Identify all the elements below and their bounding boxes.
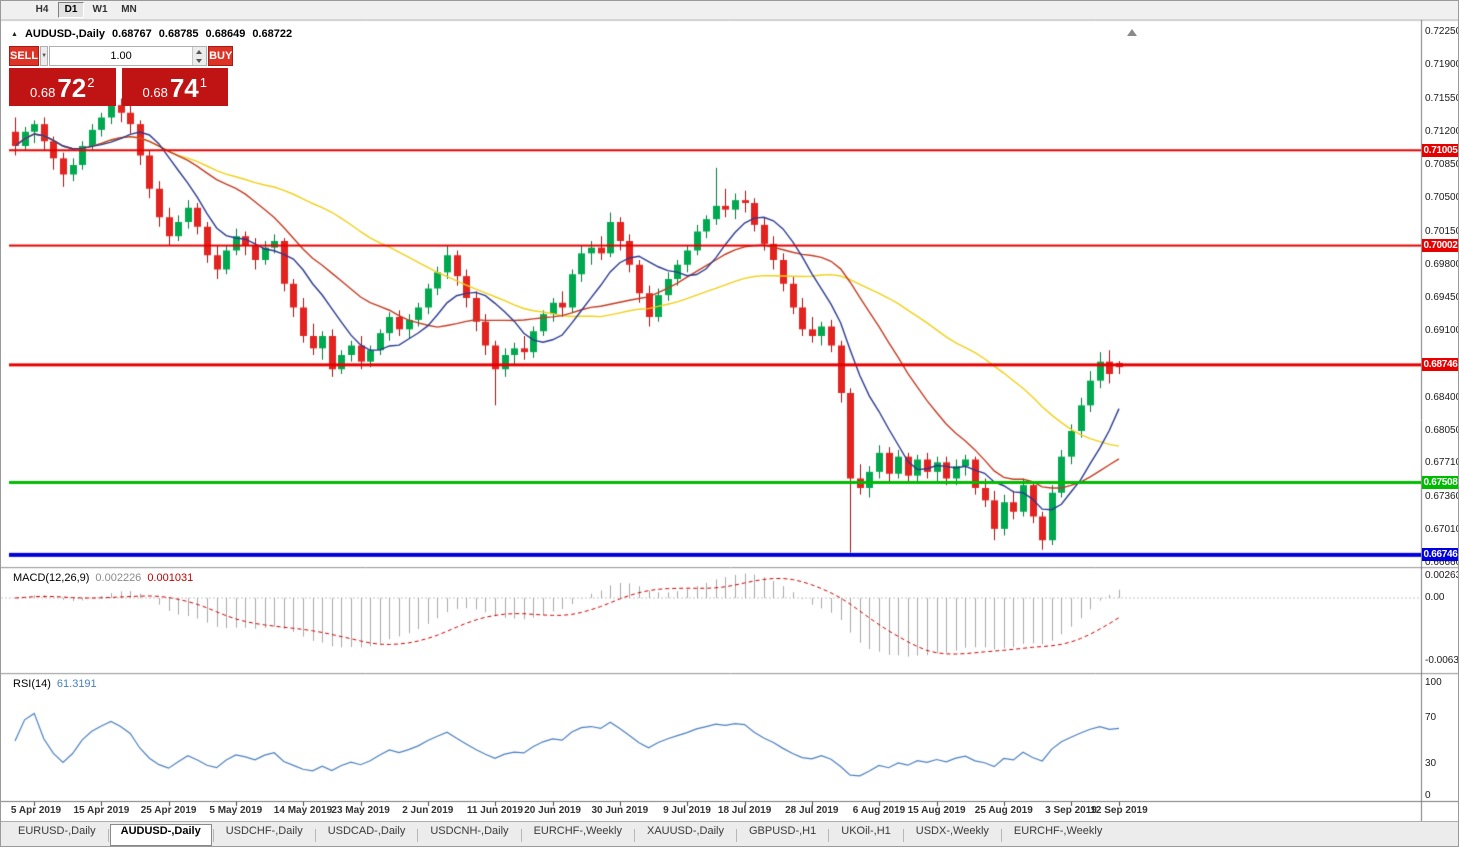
- timeframe-button-mn[interactable]: MN: [116, 2, 142, 18]
- macd-title: MACD(12,26,9): [13, 572, 90, 584]
- rsi-indicator-label: RSI(14) 61.3191: [13, 678, 97, 690]
- tab-separator: [736, 828, 737, 842]
- timeframe-button-h4[interactable]: H4: [29, 2, 55, 18]
- tab-separator: [828, 828, 830, 842]
- chart-tab-audusd-daily[interactable]: AUDUSD-,Daily: [109, 824, 212, 846]
- chart-tab-gbpusd-h1[interactable]: GBPUSD-,H1: [749, 825, 817, 837]
- trade-panel-controls: SELL ▼ BUY: [9, 46, 234, 66]
- volume-decrease-button[interactable]: [193, 56, 207, 65]
- timeframe-button-w1[interactable]: W1: [87, 2, 113, 18]
- volume-increase-button[interactable]: [193, 47, 207, 56]
- chart-tab-usdchf-daily[interactable]: USDCHF-,Daily: [225, 825, 303, 837]
- chart-tab-eurchf-weekly[interactable]: EURCHF-,Weekly: [1013, 825, 1103, 837]
- chart-tab-eurchf-weekly[interactable]: EURCHF-,Weekly: [533, 825, 622, 837]
- chart-tab-usdx-weekly[interactable]: USDX-,Weekly: [915, 825, 989, 837]
- sell-price-big: 72: [57, 73, 87, 103]
- chart-tab-xauusd-daily[interactable]: XAUUSD-,Daily: [646, 825, 724, 837]
- collapse-arrow-icon[interactable]: ▲: [11, 30, 18, 38]
- sell-price-display[interactable]: 0.68 72 2: [9, 68, 116, 106]
- sell-price-pip: 2: [87, 75, 95, 90]
- trade-panel-prices: 0.68 72 2 0.68 74 1: [9, 68, 228, 106]
- chart-shift-marker-icon: [1127, 29, 1137, 36]
- ohlc-close-value: 0.68722: [252, 28, 293, 40]
- rsi-title: RSI(14): [13, 678, 51, 690]
- tab-separator: [1000, 828, 1002, 842]
- volume-dropdown-button[interactable]: ▼: [40, 46, 49, 66]
- price-chart-canvas[interactable]: [1, 20, 1458, 821]
- chart-tab-usdcnh-daily[interactable]: USDCNH-,Daily: [430, 825, 509, 837]
- volume-spinner: [192, 47, 207, 65]
- ohlc-low-value: 0.68649: [205, 28, 246, 40]
- rsi-value: 61.3191: [56, 678, 97, 690]
- timeframe-toolbar: H4 D1 W1 MN: [1, 1, 1458, 20]
- ohlc-high-value: 0.68785: [158, 28, 199, 40]
- sell-price-prefix: 0.68: [30, 85, 56, 100]
- chart-tab-usdcad-daily[interactable]: USDCAD-,Daily: [327, 825, 406, 837]
- volume-field: [49, 46, 208, 66]
- volume-input[interactable]: [50, 47, 193, 65]
- macd-signal-value: 0.001031: [147, 572, 194, 584]
- timeframe-button-d1[interactable]: D1: [58, 2, 84, 18]
- tab-separator: [417, 828, 419, 842]
- tab-separator: [212, 828, 214, 842]
- buy-price-big: 74: [169, 73, 199, 103]
- tab-separator: [633, 828, 635, 842]
- ohlc-open-value: 0.68767: [112, 28, 152, 40]
- tab-separator: [107, 828, 109, 842]
- chart-tab-eurusd-daily[interactable]: EURUSD-,Daily: [18, 825, 96, 837]
- sell-button[interactable]: SELL: [9, 46, 40, 66]
- chevron-down-icon: ▼: [41, 53, 48, 59]
- buy-price-pip: 1: [199, 75, 207, 90]
- chart-ohlc-header: ▲ AUDUSD-,Daily 0.68767 0.68785 0.68649 …: [11, 28, 292, 40]
- macd-main-value: 0.002226: [95, 572, 142, 584]
- buy-button[interactable]: BUY: [208, 46, 234, 66]
- macd-indicator-label: MACD(12,26,9) 0.002226 0.001031: [13, 572, 193, 584]
- buy-price-display[interactable]: 0.68 74 1: [121, 68, 228, 106]
- chart-tabs-bar: EURUSD-,Daily AUDUSD-,Daily USDCHF-,Daily U…: [1, 821, 1458, 846]
- chart-tab-ukoil-h1[interactable]: UKOil-,H1: [841, 825, 891, 837]
- chart-symbol-label: AUDUSD-,Daily: [24, 28, 106, 40]
- buy-price-prefix: 0.68: [142, 85, 168, 100]
- tab-separator: [314, 828, 316, 842]
- tab-separator: [520, 828, 522, 842]
- tab-separator: [902, 828, 904, 842]
